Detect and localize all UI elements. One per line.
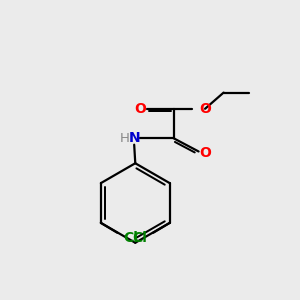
Text: N: N: [129, 131, 140, 145]
Text: O: O: [135, 102, 146, 116]
Text: H: H: [119, 132, 129, 145]
Text: Cl: Cl: [124, 231, 139, 244]
Text: Cl: Cl: [132, 231, 147, 244]
Text: O: O: [199, 102, 211, 116]
Text: O: O: [199, 146, 211, 160]
